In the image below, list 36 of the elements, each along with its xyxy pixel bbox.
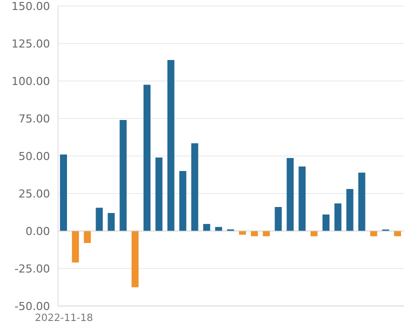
bar — [358, 172, 366, 231]
bar — [179, 171, 186, 231]
bar — [167, 60, 174, 231]
bar — [322, 214, 330, 231]
x-tick-label: 2022-11-18 — [34, 313, 94, 324]
bar — [132, 231, 139, 288]
bar — [310, 231, 318, 236]
bar — [191, 143, 198, 231]
bar — [72, 231, 79, 262]
bar — [298, 166, 306, 231]
bar — [144, 84, 151, 231]
bar — [286, 158, 294, 231]
bar — [120, 120, 127, 231]
bar — [60, 154, 67, 231]
y-tick-label: 100.00 — [12, 74, 50, 88]
y-tick-label: 125.00 — [12, 37, 50, 50]
bar — [370, 231, 378, 236]
bar — [155, 158, 162, 231]
y-tick-label: 0.00 — [26, 224, 50, 238]
bar — [203, 224, 210, 231]
y-tick-label: 75.00 — [18, 112, 50, 126]
y-tick-label: -50.00 — [14, 300, 50, 313]
y-tick-label: 25.00 — [18, 187, 50, 200]
bar — [84, 231, 91, 243]
bar — [250, 231, 258, 236]
bar — [274, 207, 282, 231]
bar — [334, 203, 342, 231]
bar — [238, 231, 246, 235]
y-tick-label: -25.00 — [14, 262, 50, 276]
bar — [108, 213, 115, 231]
bar — [346, 189, 354, 231]
bar — [394, 231, 402, 236]
y-tick-label: 50.00 — [18, 150, 50, 163]
bar — [96, 208, 103, 231]
y-tick-label: 150.00 — [12, 0, 50, 13]
bar — [262, 231, 270, 236]
